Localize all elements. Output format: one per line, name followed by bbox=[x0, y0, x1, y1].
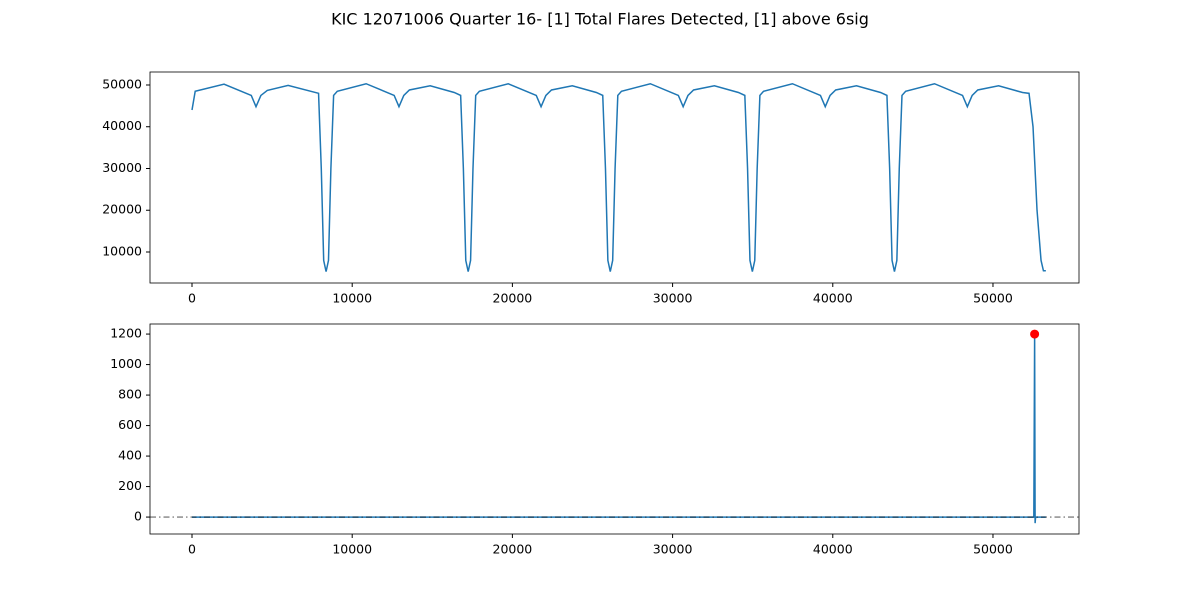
x-tick-label: 40000 bbox=[813, 542, 853, 557]
y-tick-label: 800 bbox=[118, 387, 142, 402]
y-tick-label: 50000 bbox=[102, 76, 142, 91]
y-tick-label: 20000 bbox=[102, 202, 142, 217]
x-tick-label: 0 bbox=[188, 291, 196, 306]
y-tick-label: 200 bbox=[118, 478, 142, 493]
y-tick-label: 1200 bbox=[110, 326, 142, 341]
x-tick-label: 40000 bbox=[813, 291, 853, 306]
x-tick-label: 30000 bbox=[653, 291, 693, 306]
data-line bbox=[191, 82, 1046, 272]
figure-title: KIC 12071006 Quarter 16- [1] Total Flare… bbox=[331, 10, 869, 29]
x-tick-label: 50000 bbox=[973, 542, 1013, 557]
x-tick-label: 0 bbox=[188, 542, 196, 557]
x-tick-label: 10000 bbox=[332, 542, 372, 557]
x-tick-label: 50000 bbox=[973, 291, 1013, 306]
y-tick-label: 1000 bbox=[110, 356, 142, 371]
x-tick-label: 10000 bbox=[332, 291, 372, 306]
axes-frame bbox=[149, 71, 1080, 284]
axes-frame bbox=[149, 323, 1080, 535]
x-tick-label: 30000 bbox=[653, 542, 693, 557]
y-tick-label: 400 bbox=[118, 448, 142, 463]
y-tick-label: 10000 bbox=[102, 243, 142, 258]
y-tick-label: 600 bbox=[118, 417, 142, 432]
y-tick-label: 40000 bbox=[102, 118, 142, 133]
x-tick-label: 20000 bbox=[493, 542, 533, 557]
x-tick-label: 20000 bbox=[493, 291, 533, 306]
data-line bbox=[192, 334, 1046, 524]
flare-marker bbox=[1030, 329, 1040, 339]
y-tick-label: 0 bbox=[134, 509, 142, 524]
y-tick-label: 30000 bbox=[102, 160, 142, 175]
